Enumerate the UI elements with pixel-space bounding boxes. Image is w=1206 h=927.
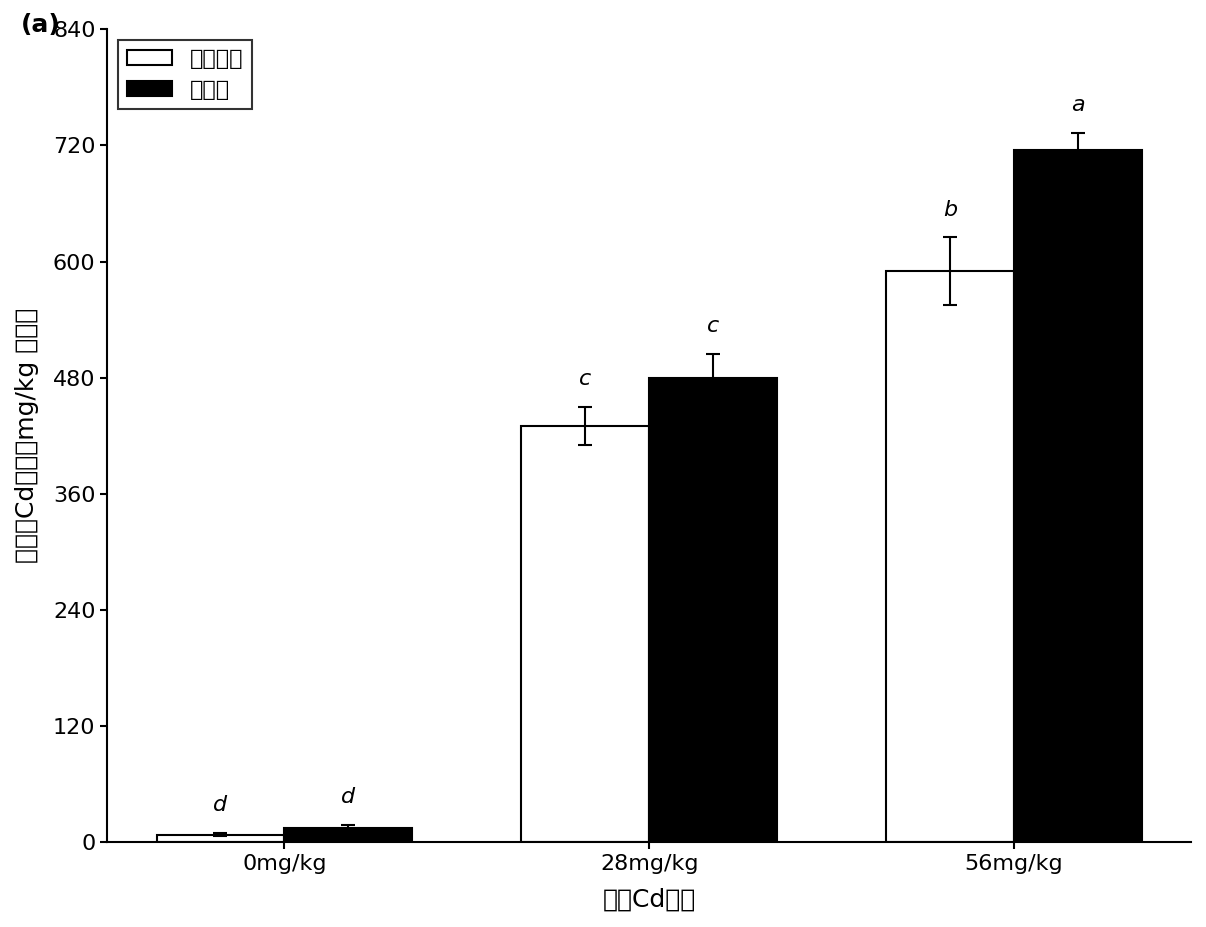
Legend: 未接菌组, 接菌组: 未接菌组, 接菌组 xyxy=(118,41,252,109)
Text: (a): (a) xyxy=(21,13,60,37)
Text: d: d xyxy=(213,795,228,815)
Y-axis label: 地上部Cd浓度（mg/kg 干重）: 地上部Cd浓度（mg/kg 干重） xyxy=(14,308,39,564)
Bar xyxy=(285,828,412,843)
Text: b: b xyxy=(943,200,958,220)
X-axis label: 土壤Cd浓度: 土壤Cd浓度 xyxy=(603,888,696,912)
Bar xyxy=(886,272,1014,843)
Text: c: c xyxy=(579,369,591,389)
Text: d: d xyxy=(341,787,356,807)
Bar xyxy=(1014,150,1142,843)
Text: a: a xyxy=(1071,95,1084,116)
Text: c: c xyxy=(707,316,719,337)
Bar xyxy=(649,377,777,843)
Bar xyxy=(521,426,649,843)
Bar xyxy=(157,834,285,843)
